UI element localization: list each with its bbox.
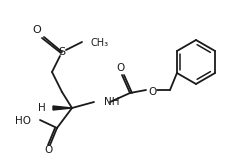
Text: O: O [148, 87, 156, 97]
Text: NH: NH [103, 97, 119, 107]
Text: O: O [116, 63, 125, 73]
Polygon shape [53, 106, 72, 110]
Text: O: O [33, 25, 41, 35]
Text: O: O [45, 145, 53, 155]
Text: CH₃: CH₃ [91, 38, 109, 48]
Text: H: H [38, 103, 46, 113]
Text: HO: HO [15, 116, 31, 126]
Text: S: S [58, 47, 65, 57]
